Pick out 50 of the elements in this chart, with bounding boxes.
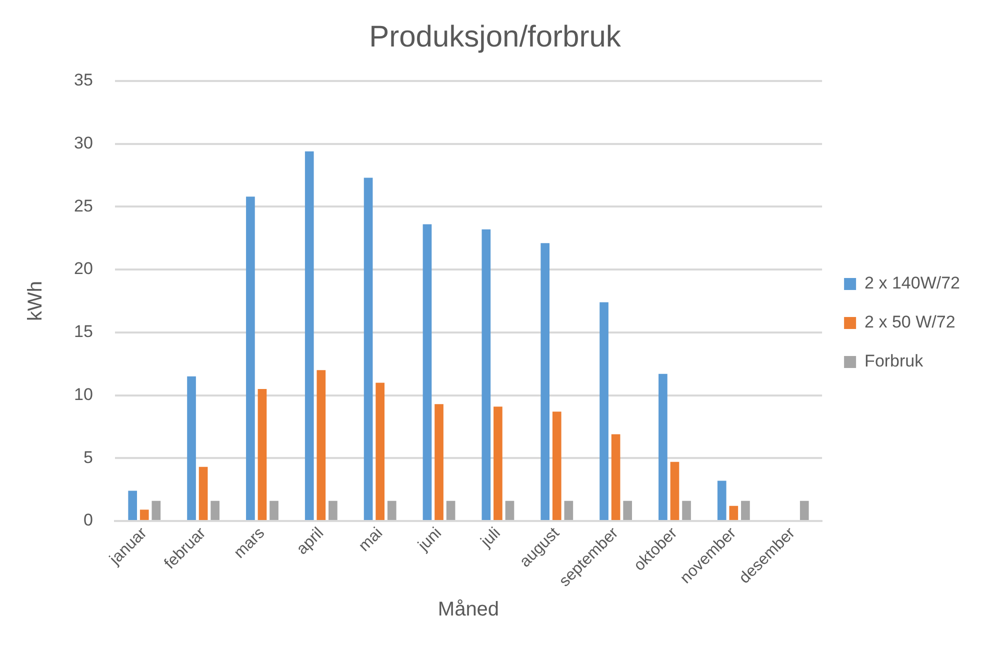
bar: [140, 510, 149, 520]
bar: [540, 243, 550, 520]
bar: [446, 500, 456, 520]
y-tick-label: 10: [74, 384, 93, 404]
legend-label: Forbruk: [864, 352, 924, 371]
bar: [210, 500, 220, 520]
y-tick-label: 5: [83, 448, 93, 467]
y-tick-label: 25: [74, 196, 93, 216]
bar: [741, 500, 750, 520]
bar: [434, 404, 444, 520]
bar: [670, 462, 680, 520]
x-axis-title: Måned: [438, 598, 500, 621]
y-axis-title: kWh: [24, 280, 47, 321]
bar: [364, 178, 373, 520]
bar: [152, 500, 161, 520]
y-tick-label: 0: [83, 510, 93, 530]
y-tick-label: 20: [74, 259, 93, 278]
bar: [729, 506, 738, 520]
legend-label: 2 x 50 W/72: [864, 312, 956, 332]
bar: [187, 376, 196, 520]
bar: [422, 224, 432, 520]
bar: [270, 500, 278, 520]
bar: [600, 302, 608, 520]
bar: [623, 500, 632, 520]
bar: [328, 500, 338, 520]
bar: [800, 500, 809, 520]
bar: [682, 500, 691, 520]
x-tick-label: juli: [477, 524, 504, 552]
bar: [717, 480, 726, 520]
bar: [552, 412, 562, 520]
bar: [387, 500, 396, 520]
bar: [658, 374, 668, 520]
y-tick-label: 30: [74, 134, 93, 153]
bar: [304, 151, 314, 520]
chart-title: Produksjon/forbruk: [369, 20, 622, 54]
bar: [246, 196, 255, 520]
bar: [128, 490, 138, 520]
bar: [316, 370, 326, 520]
legend-label: 2 x 140W/72: [864, 274, 960, 293]
bar: [376, 382, 385, 520]
bar: [611, 434, 620, 520]
x-tick-label: mai: [356, 524, 386, 555]
bar: [198, 466, 208, 520]
y-tick-label: 15: [74, 322, 93, 342]
y-tick-label: 35: [74, 70, 93, 90]
bar: [564, 500, 574, 520]
bar: [494, 406, 502, 520]
bar: [258, 388, 267, 520]
bar: [482, 229, 491, 520]
bar: [505, 500, 514, 520]
